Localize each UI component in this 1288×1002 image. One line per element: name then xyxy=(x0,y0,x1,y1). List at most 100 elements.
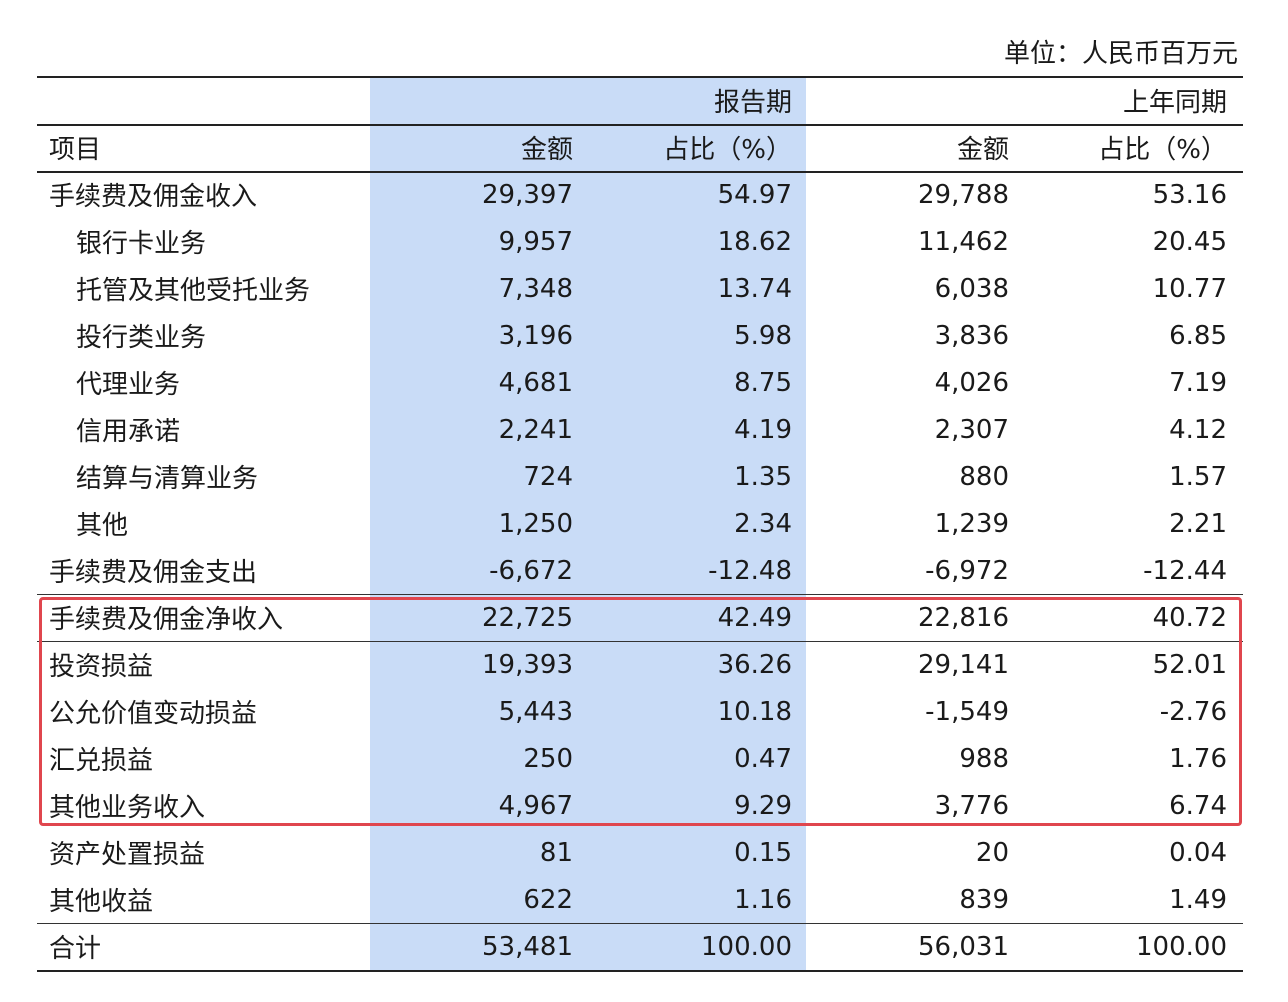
share-prior: 1.49 xyxy=(1169,884,1227,915)
header-share-current: 占比（%） xyxy=(663,135,792,165)
section-rule xyxy=(37,594,1243,595)
share-current: 2.34 xyxy=(734,508,792,539)
total-row: 合计 53,481 100.00 56,031 100.00 xyxy=(37,923,1243,970)
header-current-period: 报告期 xyxy=(713,87,792,118)
share-prior: -12.44 xyxy=(1143,555,1227,586)
table-row: 资产处置损益 81 0.15 20 0.04 xyxy=(37,829,1243,876)
amount-current: 53,481 xyxy=(482,931,573,962)
share-current: 13.74 xyxy=(717,273,792,304)
share-current: 54.97 xyxy=(717,179,792,210)
share-prior: 0.04 xyxy=(1169,837,1227,868)
amount-current: 5,443 xyxy=(498,696,573,727)
row-label: 其他收益 xyxy=(49,887,154,917)
row-label: 托管及其他受托业务 xyxy=(76,276,311,306)
amount-prior: 56,031 xyxy=(918,931,1009,962)
share-current: 10.18 xyxy=(717,696,792,727)
row-label: 资产处置损益 xyxy=(49,840,206,870)
share-prior: 40.72 xyxy=(1152,602,1227,633)
share-prior: 6.85 xyxy=(1169,320,1227,351)
amount-prior: 839 xyxy=(959,884,1009,915)
amount-current: 29,397 xyxy=(482,179,573,210)
table-row: 托管及其他受托业务 7,348 13.74 6,038 10.77 xyxy=(37,265,1243,312)
row-label: 汇兑损益 xyxy=(49,746,154,776)
share-prior: 4.12 xyxy=(1169,414,1227,445)
share-current: 8.75 xyxy=(734,367,792,398)
share-current: 9.29 xyxy=(734,790,792,821)
amount-prior: 988 xyxy=(959,743,1009,774)
row-label: 结算与清算业务 xyxy=(76,464,259,494)
table-row: 投资损益 19,393 36.26 29,141 52.01 xyxy=(37,641,1243,688)
amount-current: 81 xyxy=(539,837,573,868)
row-label: 公允价值变动损益 xyxy=(49,699,258,729)
share-prior: 1.76 xyxy=(1169,743,1227,774)
share-current: 0.47 xyxy=(734,743,792,774)
amount-prior: 2,307 xyxy=(934,414,1009,445)
amount-current: 7,348 xyxy=(498,273,573,304)
total-rule xyxy=(37,923,1243,924)
amount-prior: 20 xyxy=(975,837,1009,868)
table-row: 手续费及佣金支出 -6,672 -12.48 -6,972 -12.44 xyxy=(37,547,1243,594)
table-row: 其他业务收入 4,967 9.29 3,776 6.74 xyxy=(37,782,1243,829)
share-current: -12.48 xyxy=(708,555,792,586)
share-current: 100.00 xyxy=(701,931,792,962)
amount-current: 4,967 xyxy=(498,790,573,821)
amount-prior: -6,972 xyxy=(925,555,1009,586)
share-prior: 6.74 xyxy=(1169,790,1227,821)
header-prior-period: 上年同期 xyxy=(1122,87,1227,118)
amount-prior: 3,836 xyxy=(934,320,1009,351)
table-top-rule xyxy=(37,76,1243,78)
amount-prior: 4,026 xyxy=(934,367,1009,398)
table-row: 信用承诺 2,241 4.19 2,307 4.12 xyxy=(37,406,1243,453)
share-prior: 2.21 xyxy=(1169,508,1227,539)
table-row: 结算与清算业务 724 1.35 880 1.57 xyxy=(37,453,1243,500)
header-amount-prior: 金额 xyxy=(956,135,1009,165)
amount-prior: 11,462 xyxy=(918,226,1009,257)
share-current: 5.98 xyxy=(734,320,792,351)
row-label: 银行卡业务 xyxy=(76,229,207,259)
row-label: 信用承诺 xyxy=(76,417,181,447)
share-prior: 20.45 xyxy=(1152,226,1227,257)
header-item: 项目 xyxy=(49,135,102,165)
table-row: 手续费及佣金净收入 22,725 42.49 22,816 40.72 xyxy=(37,594,1243,641)
share-current: 1.35 xyxy=(734,461,792,492)
current-period-shading xyxy=(370,78,806,970)
amount-prior: 22,816 xyxy=(918,602,1009,633)
table-bottom-rule xyxy=(37,970,1243,972)
amount-current: 19,393 xyxy=(482,649,573,680)
revenue-table: 报告期 上年同期 项目 金额 占比（%） 金额 占比（%） 手续费及佣金收入 2… xyxy=(37,76,1243,972)
net-income-rule xyxy=(37,641,1243,642)
amount-prior: 29,141 xyxy=(918,649,1009,680)
share-current: 4.19 xyxy=(734,414,792,445)
amount-current: 3,196 xyxy=(498,320,573,351)
share-current: 36.26 xyxy=(717,649,792,680)
row-label: 手续费及佣金支出 xyxy=(49,558,258,588)
share-prior: 53.16 xyxy=(1152,179,1227,210)
table-row: 公允价值变动损益 5,443 10.18 -1,549 -2.76 xyxy=(37,688,1243,735)
share-prior: 100.00 xyxy=(1136,931,1227,962)
amount-prior: 6,038 xyxy=(934,273,1009,304)
row-label: 投行类业务 xyxy=(76,323,207,353)
header-rule xyxy=(37,124,1243,126)
amount-current: 724 xyxy=(523,461,573,492)
share-current: 42.49 xyxy=(717,602,792,633)
amount-current: 622 xyxy=(523,884,573,915)
amount-prior: -1,549 xyxy=(925,696,1009,727)
table-row: 代理业务 4,681 8.75 4,026 7.19 xyxy=(37,359,1243,406)
header-column-row: 项目 金额 占比（%） 金额 占比（%） xyxy=(37,124,1243,171)
header-amount-current: 金额 xyxy=(520,135,573,165)
table-row: 银行卡业务 9,957 18.62 11,462 20.45 xyxy=(37,218,1243,265)
row-label: 手续费及佣金收入 xyxy=(49,182,258,212)
table-row: 其他收益 622 1.16 839 1.49 xyxy=(37,876,1243,923)
amount-prior: 29,788 xyxy=(918,179,1009,210)
row-label: 代理业务 xyxy=(76,370,181,400)
share-prior: 52.01 xyxy=(1152,649,1227,680)
share-prior: 7.19 xyxy=(1169,367,1227,398)
unit-label: 单位：人民币百万元 xyxy=(1003,39,1238,69)
amount-current: 22,725 xyxy=(482,602,573,633)
amount-current: 2,241 xyxy=(498,414,573,445)
share-current: 1.16 xyxy=(734,884,792,915)
amount-current: -6,672 xyxy=(489,555,573,586)
amount-prior: 3,776 xyxy=(934,790,1009,821)
row-label: 其他 xyxy=(76,511,129,541)
amount-prior: 880 xyxy=(959,461,1009,492)
